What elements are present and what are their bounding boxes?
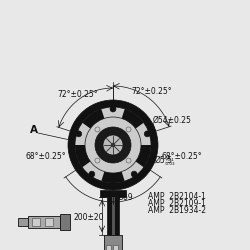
Text: Ø54±0.25: Ø54±0.25 [153,116,192,125]
Circle shape [131,171,137,177]
Bar [28,216,60,228]
Circle shape [95,127,100,132]
Bar [112,197,114,235]
Text: 72°±0.25°: 72°±0.25° [131,87,172,96]
Bar [104,235,122,250]
Text: 68°±0.25°: 68°±0.25° [162,152,202,161]
Text: 72°±0.25°: 72°±0.25° [58,90,98,99]
Text: Ø5.5: Ø5.5 [155,156,173,165]
Bar [113,245,118,250]
Wedge shape [113,145,151,167]
Text: AMP  2B2104-1: AMP 2B2104-1 [148,192,206,201]
Bar [60,214,70,230]
Circle shape [111,143,115,147]
Circle shape [75,107,151,183]
Text: -0.03: -0.03 [165,162,175,166]
Circle shape [85,117,141,173]
Circle shape [68,100,158,190]
Wedge shape [75,145,113,167]
Bar [32,218,40,226]
Bar [100,190,126,197]
Bar [18,218,28,226]
Circle shape [110,106,116,112]
Circle shape [126,158,131,163]
Text: A: A [30,125,38,135]
Circle shape [95,127,131,163]
Wedge shape [113,109,144,145]
Text: Ø69: Ø69 [118,193,134,202]
Text: 200±20: 200±20 [73,213,104,222]
Circle shape [144,131,150,137]
Wedge shape [82,109,113,145]
Text: AMP  2B1934-2: AMP 2B1934-2 [148,206,206,215]
Circle shape [95,158,100,163]
Circle shape [103,135,123,155]
Wedge shape [101,145,125,183]
Text: 68°±0.25°: 68°±0.25° [26,152,66,161]
Text: +0.1: +0.1 [165,158,175,162]
Circle shape [89,171,95,177]
Text: AMP  2B2109-1: AMP 2B2109-1 [148,199,206,208]
Bar [45,218,53,226]
Bar [106,245,111,250]
Bar [107,197,119,235]
Circle shape [126,127,131,132]
Circle shape [76,131,82,137]
